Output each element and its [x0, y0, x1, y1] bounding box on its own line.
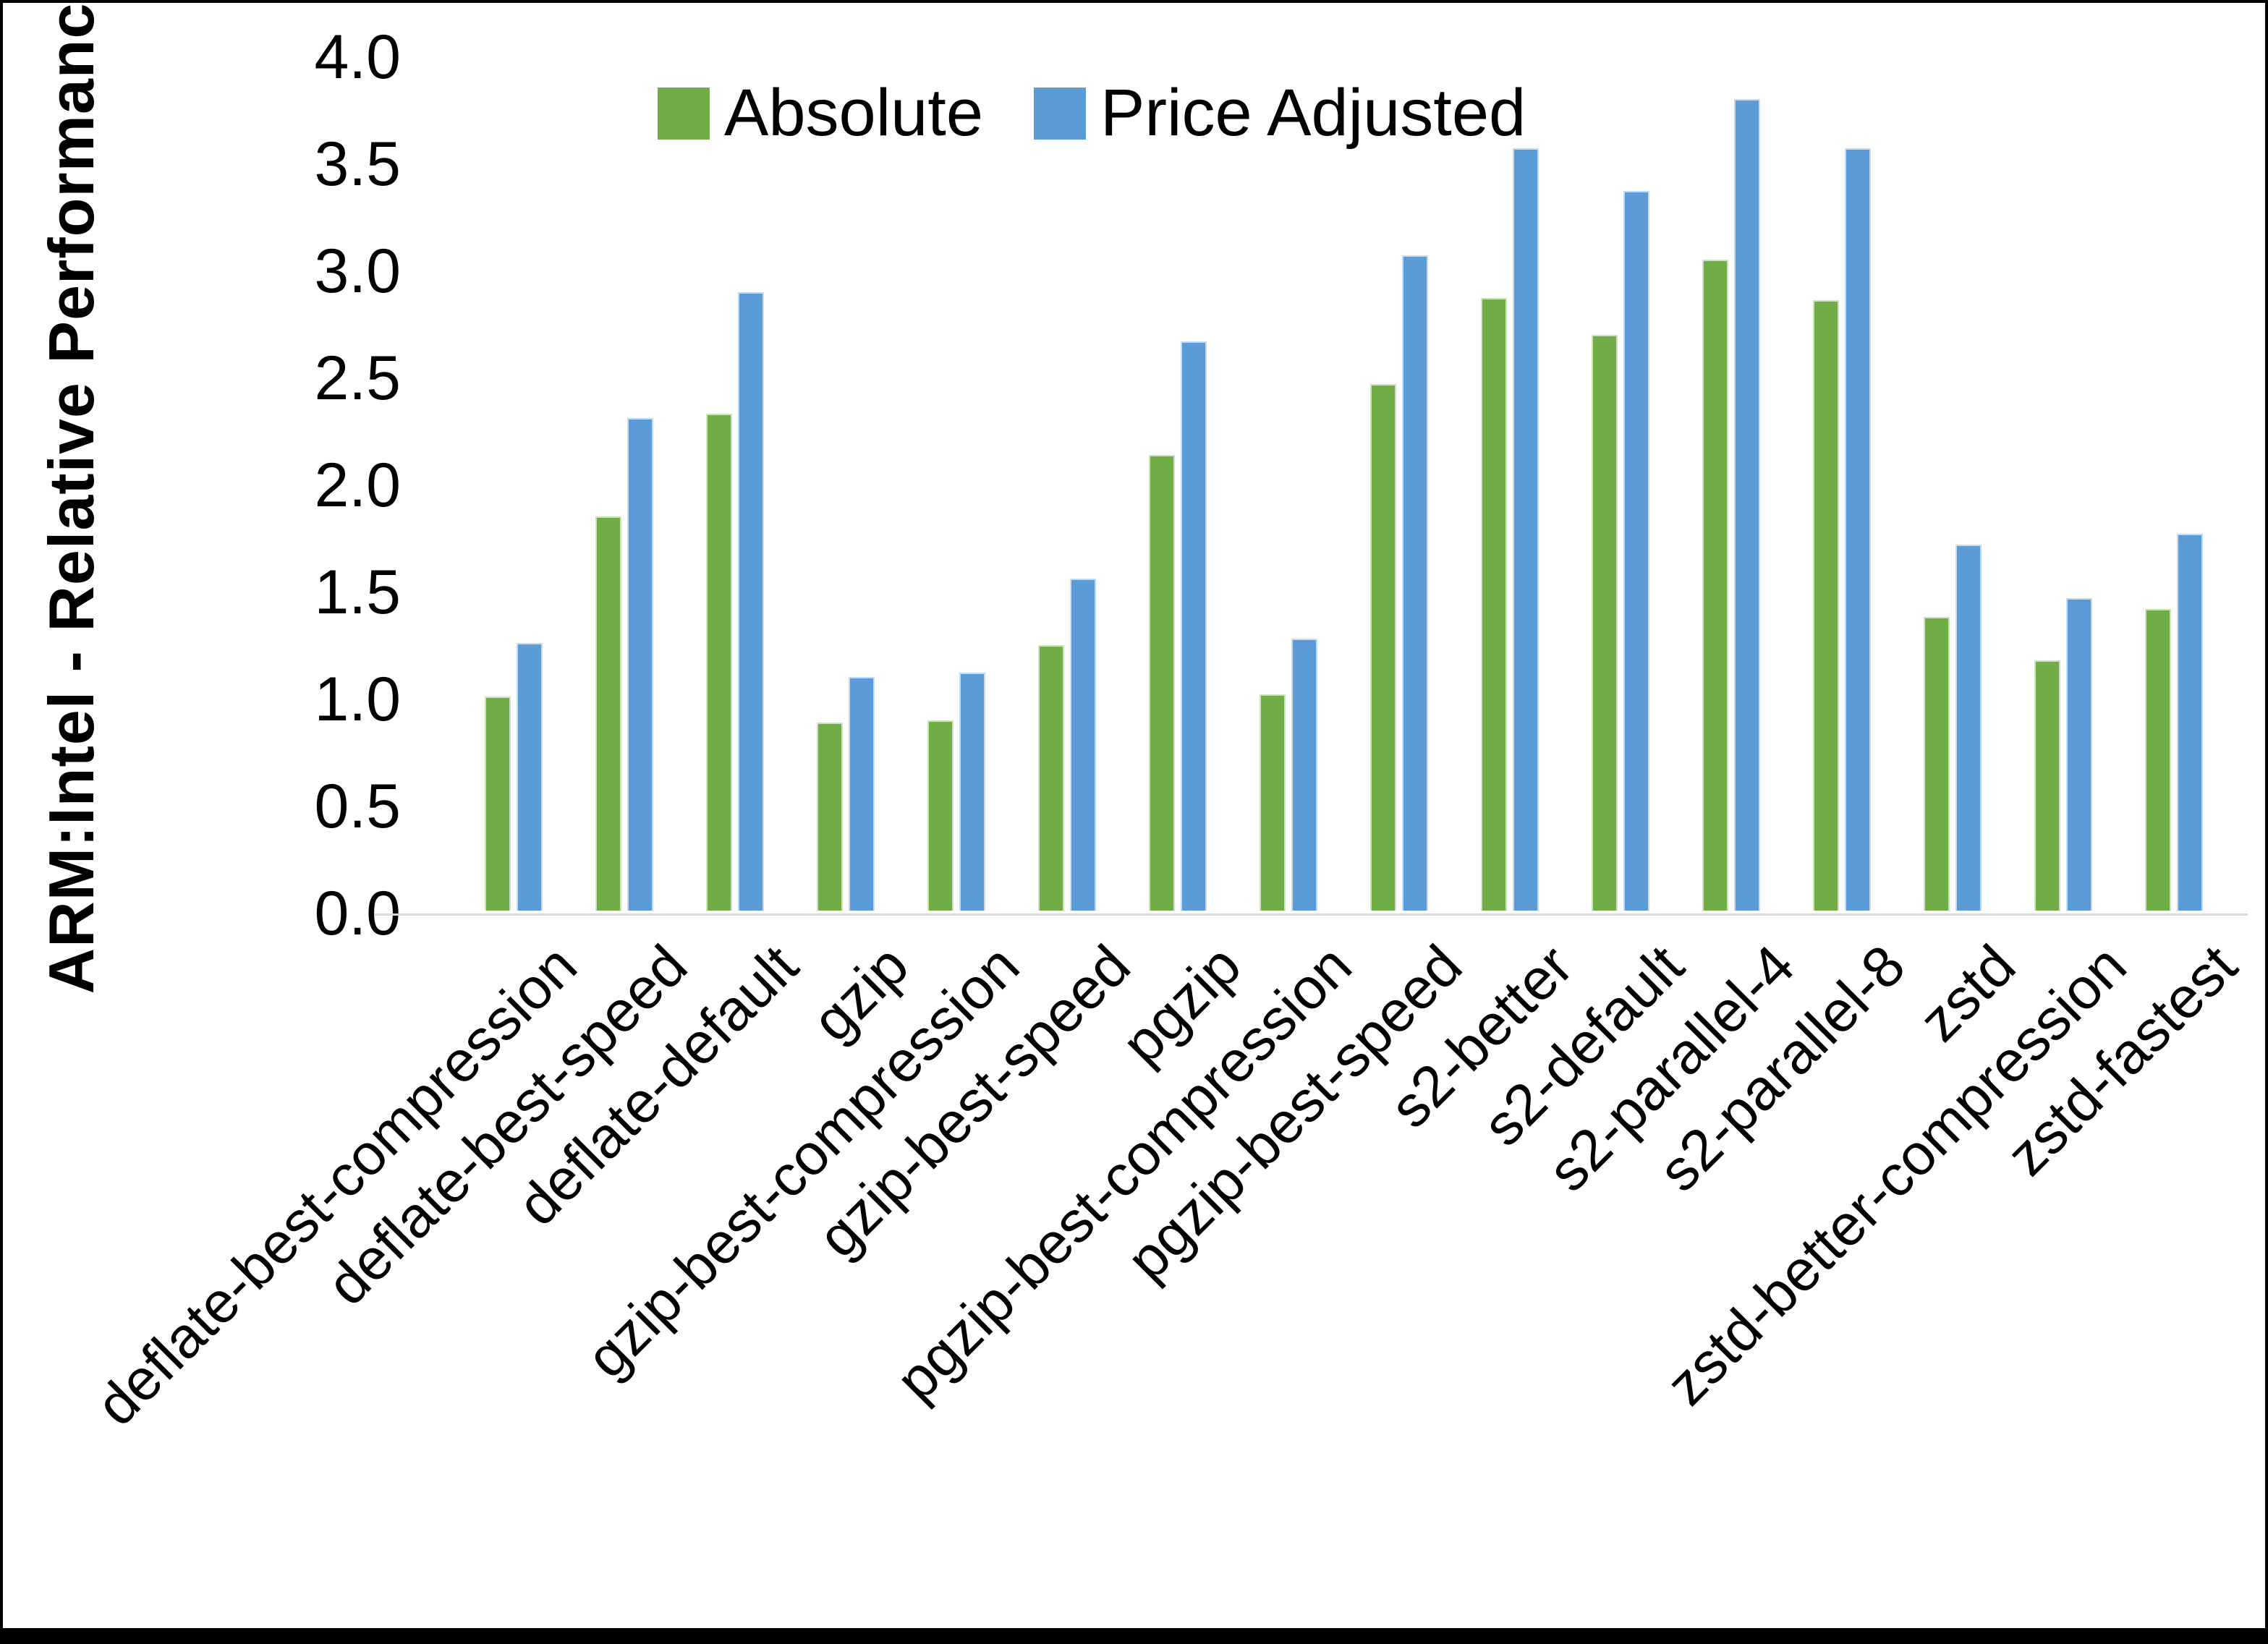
y-axis-tick-label: 4.0	[314, 22, 401, 92]
bar-absolute-pgzip	[1149, 455, 1175, 911]
bar-group-zstd	[1924, 545, 1982, 911]
bar-absolute-s2-parallel-8	[1813, 300, 1839, 911]
bar-group-deflate-default	[706, 292, 764, 911]
y-axis-tick-label: 3.5	[314, 129, 401, 199]
bar-group-zstd-fastest	[2145, 534, 2203, 911]
bar-group-s2-better	[1481, 148, 1539, 911]
legend-label: Price Adjusted	[1100, 76, 1526, 150]
legend-item-price-adjusted: Price Adjusted	[1034, 75, 1526, 151]
y-axis-title: ARM:Intel - Relative Performance	[35, 0, 107, 995]
bar-price-adjusted-s2-default	[1623, 191, 1649, 911]
bar-group-s2-parallel-4	[1702, 99, 1760, 911]
bar-absolute-gzip-best-compression	[927, 720, 954, 911]
bar-price-adjusted-pgzip-best-compression	[1291, 639, 1317, 911]
bar-absolute-s2-better	[1481, 298, 1507, 911]
bar-group-zstd-better-compression	[2034, 598, 2092, 911]
y-axis-tick-label: 1.0	[314, 665, 401, 734]
bar-price-adjusted-zstd	[1955, 545, 1982, 911]
bar-group-deflate-best-speed	[595, 418, 653, 911]
legend-swatch-icon	[1034, 87, 1087, 140]
legend: Absolute Price Adjusted	[658, 75, 1526, 151]
bar-absolute-s2-parallel-4	[1702, 260, 1728, 911]
bar-absolute-s2-default	[1592, 335, 1618, 911]
bar-absolute-pgzip-best-speed	[1370, 384, 1396, 911]
y-axis-tick-label: 0.0	[314, 879, 401, 948]
y-axis-tick-label: 0.5	[314, 772, 401, 841]
bar-price-adjusted-gzip	[849, 677, 875, 911]
bar-group-deflate-best-compression	[485, 643, 543, 911]
bar-price-adjusted-s2-parallel-8	[1845, 148, 1871, 911]
legend-swatch-icon	[658, 87, 710, 140]
bar-absolute-pgzip-best-compression	[1260, 694, 1286, 911]
bar-price-adjusted-gzip-best-speed	[1070, 579, 1096, 911]
bar-price-adjusted-s2-better	[1513, 148, 1539, 911]
bar-price-adjusted-deflate-best-speed	[627, 418, 653, 911]
x-axis-line	[374, 913, 2248, 916]
legend-item-absolute: Absolute	[658, 75, 983, 151]
bar-group-s2-parallel-8	[1813, 148, 1871, 911]
legend-label: Absolute	[724, 76, 984, 150]
bar-group-pgzip	[1149, 341, 1207, 911]
bar-group-pgzip-best-speed	[1370, 255, 1428, 911]
bar-price-adjusted-zstd-better-compression	[2066, 598, 2092, 911]
bar-price-adjusted-gzip-best-compression	[959, 673, 985, 911]
bar-group-gzip-best-speed	[1038, 579, 1096, 911]
bar-price-adjusted-deflate-best-compression	[517, 643, 543, 911]
y-axis-tick-label: 2.0	[314, 451, 401, 520]
bar-absolute-zstd-fastest	[2145, 609, 2171, 911]
y-axis-tick-label: 2.5	[314, 344, 401, 413]
bar-absolute-gzip	[817, 723, 843, 911]
bar-absolute-deflate-default	[706, 414, 732, 911]
bar-price-adjusted-zstd-fastest	[2177, 534, 2203, 911]
y-axis-tick-label: 3.0	[314, 237, 401, 306]
bar-absolute-deflate-best-speed	[595, 516, 621, 911]
bar-absolute-zstd	[1924, 617, 1950, 911]
bar-price-adjusted-s2-parallel-4	[1734, 99, 1760, 911]
bar-group-gzip	[817, 677, 875, 911]
bar-price-adjusted-pgzip-best-speed	[1402, 255, 1428, 911]
bar-absolute-gzip-best-speed	[1038, 645, 1064, 911]
bar-group-s2-default	[1592, 191, 1649, 911]
bar-group-pgzip-best-compression	[1260, 639, 1317, 911]
bar-price-adjusted-deflate-default	[738, 292, 764, 911]
bar-absolute-deflate-best-compression	[485, 697, 511, 911]
y-axis-tick-label: 1.5	[314, 558, 401, 627]
bar-absolute-zstd-better-compression	[2034, 660, 2060, 911]
bar-price-adjusted-pgzip	[1181, 341, 1207, 911]
bottom-border-bar	[3, 1628, 2265, 1644]
bar-group-gzip-best-compression	[927, 673, 985, 911]
